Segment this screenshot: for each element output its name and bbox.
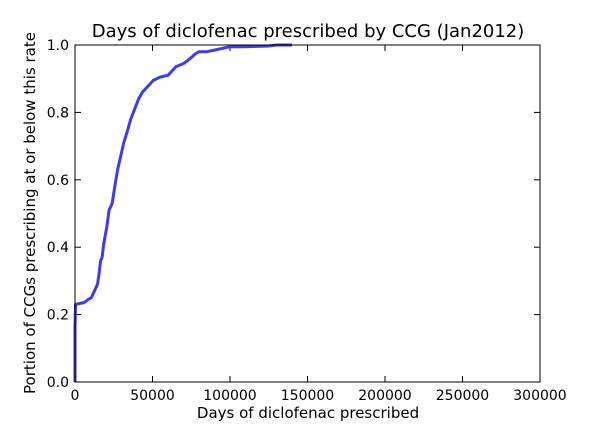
x-tick-label: 0 [71, 388, 80, 404]
y-axis-label: Portion of CCGs prescribing at or below … [21, 32, 39, 394]
y-tick-label: 0.4 [47, 240, 69, 256]
x-tick-label: 100000 [203, 388, 256, 404]
y-tick-label: 1.0 [47, 38, 69, 54]
tick-label-group: 0 50000 100000 150000 200000 250000 300000 0.0 0… [47, 38, 567, 404]
plot-frame [74, 44, 541, 383]
y-tick-label: 0.0 [47, 375, 69, 391]
chart-title: Days of diclofenac prescribed by CCG (Ja… [92, 21, 525, 42]
x-tick-label: 150000 [281, 388, 334, 404]
x-tick-label: 50000 [130, 388, 175, 404]
y-tick-label: 0.6 [47, 173, 69, 189]
x-axis-label: Days of diclofenac prescribed [197, 404, 419, 422]
x-tick-label: 300000 [513, 388, 566, 404]
series-line [73, 43, 292, 382]
x-tick-label: 200000 [358, 388, 411, 404]
plot-area [75, 45, 540, 382]
x-tick-label: 250000 [436, 388, 489, 404]
y-tick-label: 0.8 [47, 105, 69, 121]
y-tick-label: 0.2 [47, 308, 69, 324]
